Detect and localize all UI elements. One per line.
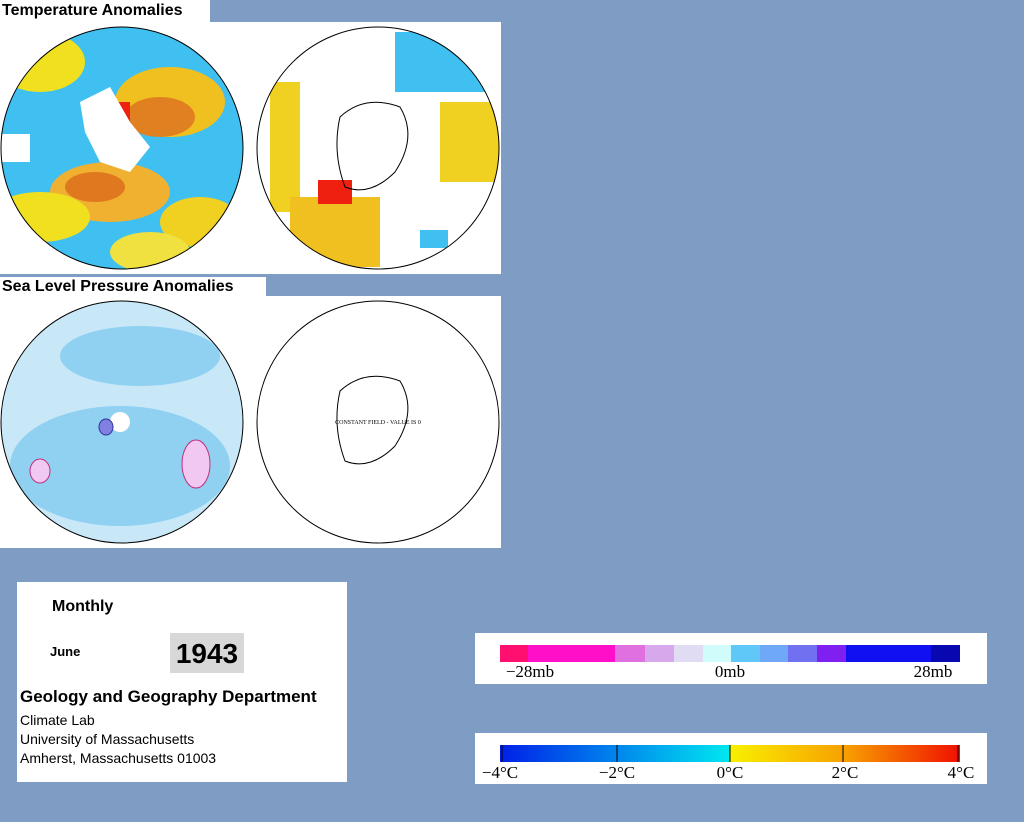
temperature-legend: −4°C −2°C 0°C 2°C 4°C (475, 733, 987, 784)
legend-label: −28mb (506, 662, 554, 681)
pressure-legend: −28mb 0mb 28mb (475, 633, 987, 684)
info-box: Monthly June 1943 Geology and Geography … (17, 582, 347, 782)
legend-label: −4°C (482, 763, 518, 782)
legend-label: 4°C (948, 763, 975, 782)
legend-label: −2°C (599, 763, 635, 782)
address-line: Climate Lab (20, 712, 95, 728)
year: 1943 (170, 633, 244, 673)
legend-label: 28mb (914, 662, 953, 681)
month: June (50, 644, 81, 659)
address-line: University of Massachusetts (20, 731, 195, 747)
pressure-maps: CONSTANT FIELD - VALUE IS 0 (0, 296, 501, 548)
map-note: CONSTANT FIELD - VALUE IS 0 (335, 420, 421, 426)
department: Geology and Geography Department (20, 687, 317, 706)
period: Monthly (52, 598, 114, 615)
legend-label: 0mb (715, 662, 745, 681)
legend-label: 0°C (717, 763, 744, 782)
section-title: Temperature Anomalies (0, 0, 210, 22)
temperature-maps (0, 22, 501, 274)
section-title: Sea Level Pressure Anomalies (0, 277, 266, 297)
legend-label: 2°C (832, 763, 859, 782)
address-line: Amherst, Massachusetts 01003 (20, 750, 217, 766)
